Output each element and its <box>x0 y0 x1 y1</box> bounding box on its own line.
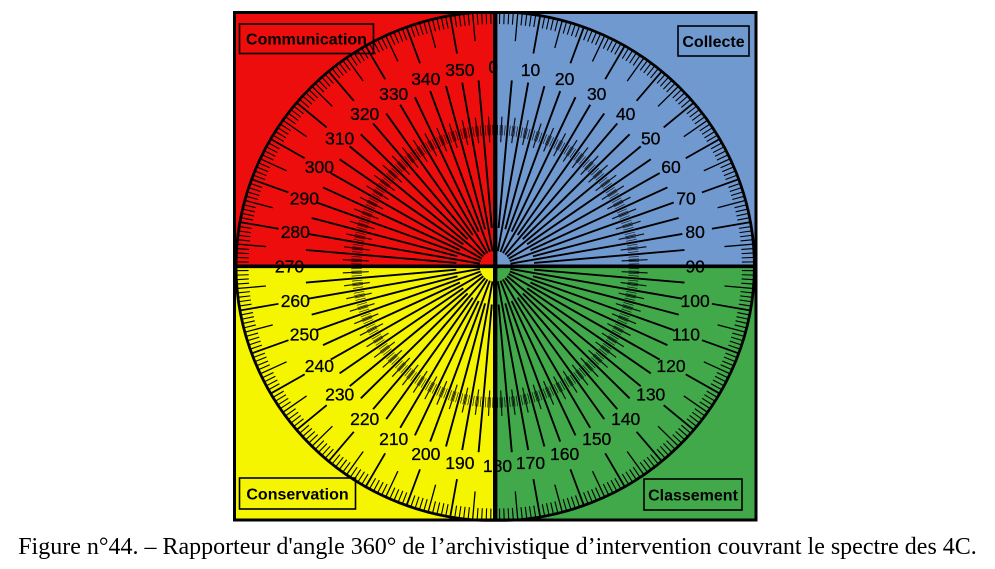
svg-text:190: 190 <box>445 453 474 473</box>
svg-text:50: 50 <box>641 128 661 148</box>
svg-text:Collecte: Collecte <box>682 34 744 51</box>
svg-text:260: 260 <box>281 291 310 311</box>
svg-text:30: 30 <box>587 84 607 104</box>
svg-text:290: 290 <box>290 188 319 208</box>
svg-text:200: 200 <box>411 444 440 464</box>
svg-text:110: 110 <box>672 325 700 345</box>
svg-text:210: 210 <box>379 429 408 449</box>
svg-text:130: 130 <box>636 385 665 405</box>
svg-text:180: 180 <box>483 456 512 476</box>
svg-text:310: 310 <box>325 128 354 148</box>
svg-text:220: 220 <box>350 409 379 429</box>
svg-text:250: 250 <box>290 325 319 345</box>
svg-text:240: 240 <box>305 356 334 376</box>
svg-text:120: 120 <box>656 356 685 376</box>
svg-text:160: 160 <box>550 444 579 464</box>
svg-text:Conservation: Conservation <box>246 487 348 504</box>
svg-text:10: 10 <box>521 60 541 80</box>
svg-text:330: 330 <box>379 84 408 104</box>
svg-text:70: 70 <box>676 188 696 208</box>
svg-text:140: 140 <box>611 409 640 429</box>
svg-text:300: 300 <box>305 157 334 177</box>
svg-text:350: 350 <box>445 60 474 80</box>
svg-text:230: 230 <box>325 385 354 405</box>
svg-text:280: 280 <box>281 222 310 242</box>
svg-text:90: 90 <box>685 257 705 277</box>
svg-text:150: 150 <box>582 429 611 449</box>
svg-text:320: 320 <box>350 104 379 124</box>
svg-text:40: 40 <box>616 104 636 124</box>
svg-text:Communication: Communication <box>246 32 367 49</box>
svg-text:270: 270 <box>275 257 304 277</box>
svg-text:80: 80 <box>685 222 705 242</box>
svg-text:0: 0 <box>488 57 498 77</box>
svg-text:100: 100 <box>680 291 709 311</box>
svg-text:Classement: Classement <box>648 488 738 505</box>
svg-text:60: 60 <box>661 157 681 177</box>
svg-text:340: 340 <box>411 69 440 89</box>
svg-text:20: 20 <box>555 69 575 89</box>
svg-text:170: 170 <box>516 453 545 473</box>
